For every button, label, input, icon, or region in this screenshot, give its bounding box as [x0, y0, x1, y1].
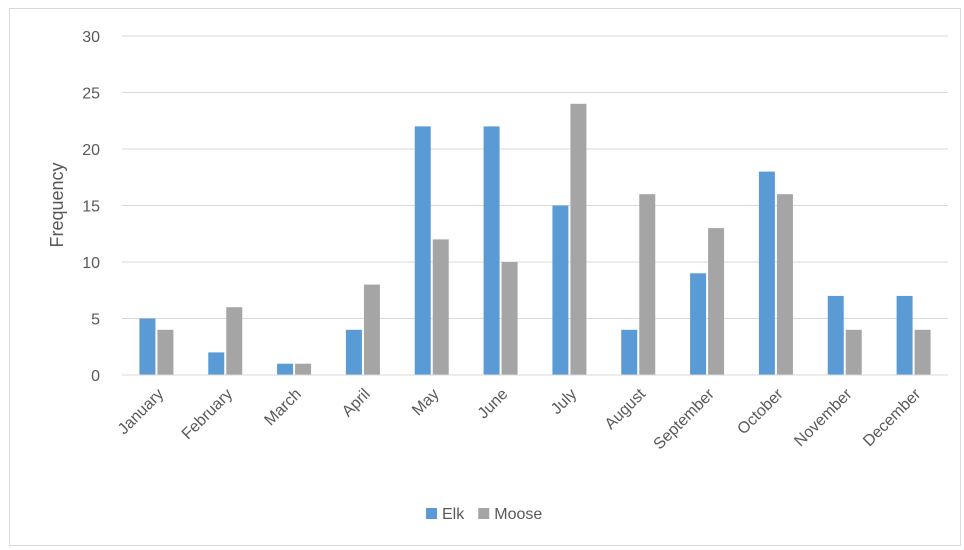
x-tick-label: March	[261, 386, 304, 429]
x-tick-label: September	[651, 385, 719, 453]
y-tick-label: 5	[91, 312, 100, 329]
bar-moose-march	[295, 363, 312, 375]
bars	[139, 103, 931, 376]
bar-elk-february	[208, 352, 225, 375]
bar-moose-february	[226, 307, 243, 375]
bar-elk-december	[896, 295, 913, 375]
bar-moose-july	[570, 103, 587, 376]
bar-moose-october	[776, 194, 793, 375]
bar-elk-april	[345, 329, 362, 375]
bar-moose-may	[432, 239, 449, 375]
bar-moose-june	[501, 262, 518, 375]
bar-elk-september	[690, 273, 707, 375]
bar-elk-march	[277, 363, 294, 375]
y-axis-ticks: 0 5 10 15 20 25 30	[82, 29, 100, 385]
gridlines	[122, 35, 948, 319]
bar-moose-november	[845, 329, 862, 375]
bar-elk-july	[552, 205, 569, 375]
y-tick-label: 30	[82, 29, 100, 46]
y-tick-label: 20	[82, 142, 100, 159]
bar-moose-august	[639, 194, 656, 375]
bar-elk-may	[414, 126, 431, 376]
bar-elk-october	[758, 171, 775, 375]
bar-moose-december	[914, 329, 931, 375]
x-tick-label: July	[548, 386, 580, 418]
legend: Elk Moose	[426, 506, 542, 523]
x-tick-label: February	[179, 386, 236, 443]
legend-label-elk: Elk	[442, 506, 465, 523]
bar-moose-september	[708, 228, 725, 375]
x-tick-label: June	[475, 386, 512, 423]
y-tick-label: 10	[82, 255, 100, 272]
bar-moose-january	[157, 329, 174, 375]
legend-label-moose: Moose	[494, 506, 542, 523]
legend-swatch-moose	[478, 508, 490, 519]
bar-elk-june	[483, 126, 500, 376]
x-tick-label: December	[860, 385, 925, 450]
x-axis-ticks: January February March April May June July Augu…	[115, 385, 925, 453]
x-tick-label: August	[602, 385, 650, 433]
legend-swatch-elk	[426, 508, 437, 519]
y-axis-title: Frequency	[47, 162, 67, 247]
x-tick-label: November	[791, 385, 856, 450]
x-tick-label: April	[339, 386, 374, 421]
y-tick-label: 15	[82, 199, 100, 216]
y-tick-label: 0	[91, 368, 100, 385]
x-tick-label: May	[409, 386, 442, 419]
x-tick-label: October	[734, 385, 787, 438]
y-tick-label: 25	[82, 86, 100, 103]
x-tick-label: January	[115, 386, 167, 438]
bar-elk-august	[621, 329, 638, 375]
bar-elk-november	[827, 295, 844, 375]
bar-moose-april	[363, 284, 380, 375]
bar-elk-january	[139, 318, 156, 375]
